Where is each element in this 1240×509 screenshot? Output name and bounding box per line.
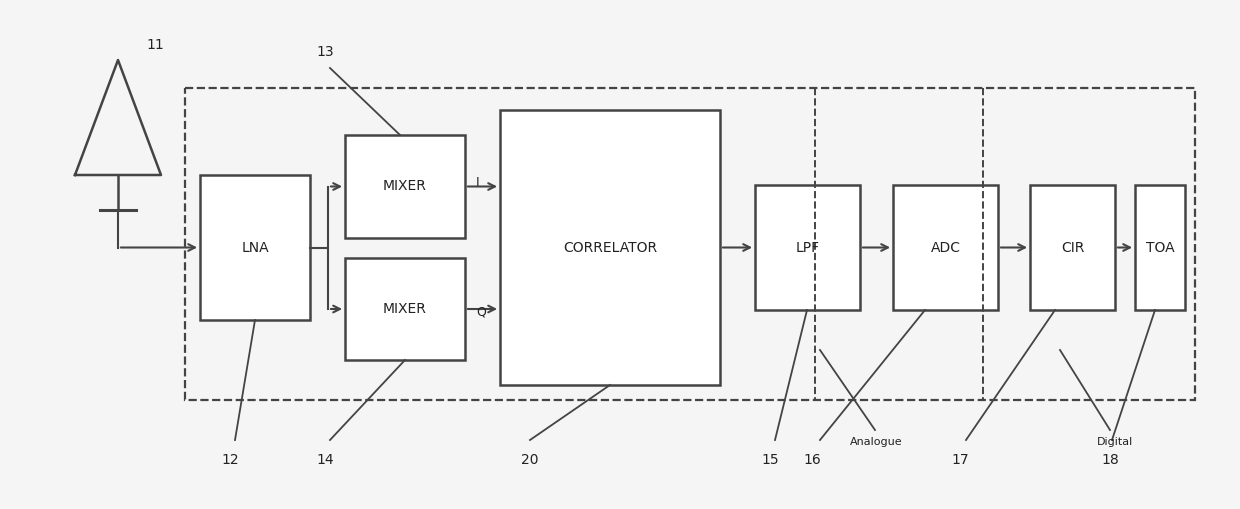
Text: Analogue: Analogue xyxy=(849,437,903,447)
Text: I: I xyxy=(476,176,480,188)
Text: 14: 14 xyxy=(316,453,334,467)
Polygon shape xyxy=(345,258,465,360)
Text: LPF: LPF xyxy=(795,240,820,254)
Polygon shape xyxy=(345,135,465,238)
Text: CORRELATOR: CORRELATOR xyxy=(563,240,657,254)
Text: LNA: LNA xyxy=(242,240,269,254)
Polygon shape xyxy=(500,110,720,385)
Text: 20: 20 xyxy=(521,453,538,467)
Polygon shape xyxy=(1135,185,1185,310)
Text: Digital: Digital xyxy=(1097,437,1133,447)
Text: TOA: TOA xyxy=(1146,240,1174,254)
Polygon shape xyxy=(755,185,861,310)
Text: MIXER: MIXER xyxy=(383,302,427,316)
Text: 15: 15 xyxy=(761,453,779,467)
Text: 13: 13 xyxy=(316,45,334,59)
Text: ADC: ADC xyxy=(930,240,961,254)
Text: Q: Q xyxy=(476,305,486,319)
Polygon shape xyxy=(893,185,998,310)
Polygon shape xyxy=(1030,185,1115,310)
Polygon shape xyxy=(200,175,310,320)
Text: 17: 17 xyxy=(951,453,968,467)
Text: 16: 16 xyxy=(804,453,821,467)
Text: CIR: CIR xyxy=(1060,240,1084,254)
Text: MIXER: MIXER xyxy=(383,180,427,193)
Text: 18: 18 xyxy=(1101,453,1118,467)
Text: 11: 11 xyxy=(146,38,164,52)
Text: 12: 12 xyxy=(221,453,239,467)
